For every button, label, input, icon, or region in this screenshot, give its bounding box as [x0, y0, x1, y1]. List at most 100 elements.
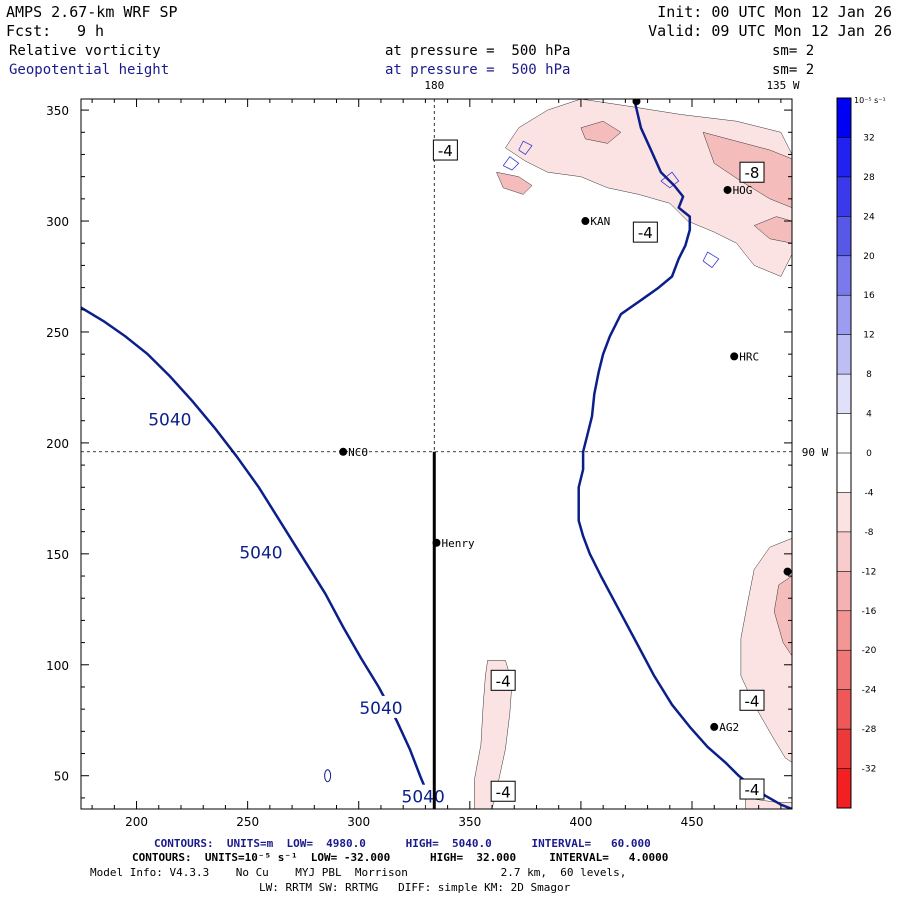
contour-label-background — [356, 695, 405, 718]
vorticity-label-box — [739, 778, 765, 800]
x-tick-label: 350 — [458, 815, 481, 829]
colorbar-tick-label: -32 — [862, 765, 877, 775]
y-tick-label: 250 — [46, 326, 69, 340]
y-tick-label: 100 — [46, 659, 69, 673]
vorticity-contour-label: -4 — [496, 672, 511, 690]
vorticity-shading-north-patch — [496, 171, 533, 195]
colorbar-unit-label: 10⁻⁵ s⁻¹ — [854, 96, 886, 105]
vorticity-fine-contour — [502, 156, 520, 171]
height-contour-label: 5040 — [239, 544, 282, 564]
colorbar-segment — [837, 137, 851, 178]
colorbar-tick-label: 8 — [866, 370, 872, 380]
colorbar-segment — [837, 729, 851, 770]
meridian-label: 180 — [424, 79, 444, 92]
colorbar-tick-label: 16 — [863, 291, 875, 301]
colorbar-tick-label: -28 — [862, 725, 877, 735]
vorticity-contour-label: -4 — [438, 142, 453, 160]
vorticity-contour-label: -4 — [496, 783, 511, 801]
station-label: AG2 — [719, 721, 739, 734]
vorticity-shading-east-patch — [753, 216, 792, 244]
model-title: AMPS 2.67-km WRF SP — [6, 3, 178, 21]
vorticity-label-box — [490, 669, 516, 691]
contour-label-background — [145, 407, 194, 430]
colorbar-segment — [837, 295, 851, 336]
x-tick-label: 450 — [681, 815, 704, 829]
colorbar-tick-label: -12 — [862, 567, 877, 577]
colorbar-tick-label: 28 — [863, 173, 875, 183]
colorbar-tick-label: -16 — [862, 607, 877, 617]
field1-smoothing: sm= 2 — [772, 43, 815, 59]
colorbar-segment — [837, 768, 851, 809]
colorbar-segment — [837, 531, 851, 572]
vorticity-label-box — [739, 689, 765, 711]
vorticity-label-box — [432, 139, 458, 161]
height-contour-label: 5040 — [402, 788, 445, 808]
plot-area — [81, 99, 792, 809]
x-tick-label: 250 — [236, 815, 259, 829]
colorbar-segment — [837, 98, 851, 138]
colorbar-segment — [837, 374, 851, 415]
colorbar-segment — [837, 176, 851, 217]
colorbar-segment — [837, 216, 851, 257]
station-label: HRC — [739, 350, 759, 363]
colorbar-tick-label: -8 — [865, 528, 874, 538]
y-tick-label: 50 — [54, 770, 69, 784]
station-marker — [783, 567, 792, 576]
colorbar-segment — [837, 610, 851, 651]
height-contour-label: 5040 — [359, 699, 402, 719]
vorticity-fine-contour — [702, 251, 720, 269]
x-tick-label: 400 — [569, 815, 592, 829]
footer-vorticity-contours: CONTOURS: UNITS=10⁻⁵ s⁻¹ LOW= -32.000 HI… — [132, 851, 669, 864]
vorticity-fine-contour — [660, 171, 680, 189]
y-tick-label: 300 — [46, 215, 69, 229]
station-marker — [339, 447, 348, 456]
contour-label-background — [236, 540, 285, 563]
colorbar-tick-label: 20 — [863, 252, 875, 262]
x-tick-label: 200 — [125, 815, 148, 829]
meridian-label: 135 W — [766, 79, 799, 92]
coastline — [577, 99, 792, 809]
field2-level: at pressure = 500 hPa — [385, 62, 571, 78]
valid-time: Valid: 09 UTC Mon 12 Jan 26 — [648, 22, 892, 40]
colorbar-segment — [837, 571, 851, 612]
colorbar-tick-label: -20 — [862, 646, 877, 656]
station-marker — [723, 185, 732, 194]
forecast-label: Fcst: — [6, 22, 52, 40]
init-time: Init: 00 UTC Mon 12 Jan 26 — [657, 3, 892, 21]
footer-height-contours: CONTOURS: UNITS=m LOW= 4980.0 HIGH= 5040… — [154, 837, 651, 850]
colorbar-segment — [837, 492, 851, 533]
vorticity-contour-label: -4 — [745, 781, 760, 799]
colorbar-segment — [837, 255, 851, 296]
x-tick-label: 300 — [347, 815, 370, 829]
station-marker — [581, 217, 590, 226]
colorbar-tick-label: 12 — [863, 331, 874, 341]
y-tick-label: 200 — [46, 437, 69, 451]
plot-content: 5040 5040 5040 5040 -4 -8 -4 -4 -4 -4 -4 NCO Henry KA… — [81, 99, 792, 809]
vorticity-label-box — [490, 780, 516, 802]
height-closed-contour — [324, 769, 332, 783]
station-label: NCO — [348, 446, 368, 459]
field1-level: at pressure = 500 hPa — [385, 43, 571, 59]
station-label: Henry — [442, 537, 475, 550]
vorticity-label-box — [739, 161, 765, 183]
colorbar-tick-label: 4 — [866, 410, 872, 420]
field1-name: Relative vorticity — [9, 43, 161, 59]
height-contour-label: 5040 — [148, 411, 191, 431]
colorbar-tick-label: 24 — [863, 212, 875, 222]
forecast-hours: 9 h — [77, 22, 105, 40]
field2-name: Geopotential height — [9, 62, 170, 78]
station-marker — [632, 99, 641, 106]
colorbar-tick-label: -24 — [862, 686, 877, 696]
plot-frame — [80, 98, 793, 810]
station-marker — [432, 538, 441, 547]
colorbar-segment — [837, 650, 851, 691]
y-tick-label: 150 — [46, 548, 69, 562]
meridian-label: 90 W — [802, 446, 829, 459]
colorbar-tick-label: 32 — [863, 133, 874, 143]
colorbar-tick-label: 0 — [866, 449, 872, 459]
height-contour-5040 — [81, 306, 434, 806]
footer-model-info: Model Info: V4.3.3 No Cu MYJ PBL Morriso… — [90, 866, 627, 879]
footer-model-info-physics: LW: RRTM SW: RRTMG DIFF: simple KM: 2D S… — [259, 881, 571, 894]
vorticity-contour-label: -4 — [745, 692, 760, 710]
vorticity-contour-label: -8 — [745, 164, 760, 182]
